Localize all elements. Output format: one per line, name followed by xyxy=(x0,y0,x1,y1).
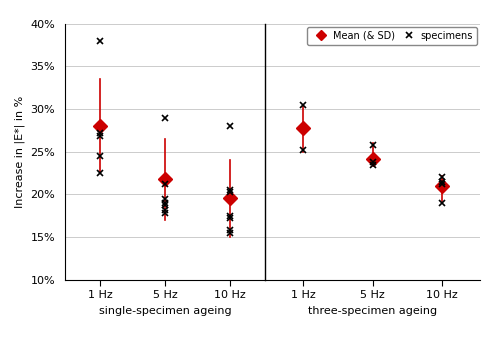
X-axis label: three-specimen ageing: three-specimen ageing xyxy=(308,306,437,315)
Y-axis label: Increase in |E*| in %: Increase in |E*| in % xyxy=(14,95,25,208)
X-axis label: single-specimen ageing: single-specimen ageing xyxy=(98,306,232,315)
Legend: Mean (& SD), specimens: Mean (& SD), specimens xyxy=(308,27,477,45)
